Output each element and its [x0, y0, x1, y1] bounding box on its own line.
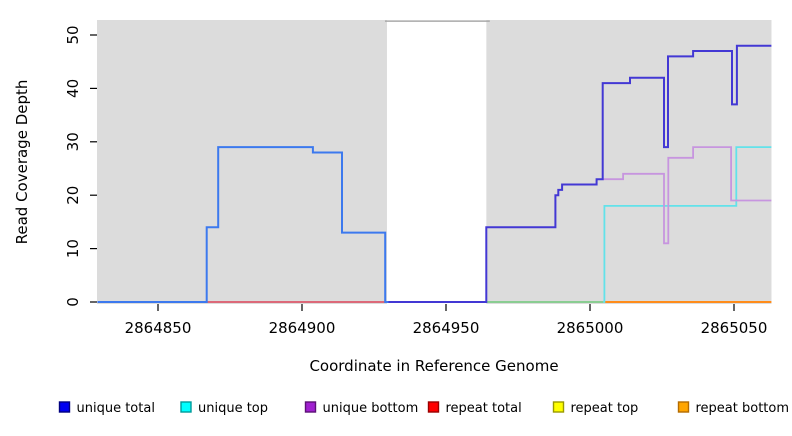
legend-label: unique top — [198, 401, 268, 416]
legend-label: repeat top — [571, 401, 639, 416]
x-tick-label: 2865000 — [557, 319, 624, 337]
legend-swatch-repeat-total — [427, 401, 440, 413]
series-unique-bottom-line — [603, 146, 772, 245]
legend-swatch-unique-bottom — [304, 401, 317, 413]
y-tick-label: 0 — [64, 297, 82, 307]
y-axis-title: Read Coverage Depth — [13, 80, 31, 245]
y-tick-label: 20 — [64, 186, 82, 205]
legend-label: repeat bottom — [696, 401, 790, 416]
legend: unique total unique top unique bottom repea… — [58, 401, 790, 416]
y-tick-label: 40 — [64, 79, 82, 98]
legend-swatch-repeat-bottom — [677, 401, 690, 413]
legend-item-unique-total: unique total — [58, 401, 155, 416]
x-tick-label: 2864950 — [413, 319, 480, 337]
series-unique-top-line — [603, 146, 772, 303]
legend-swatch-repeat-top — [552, 401, 565, 413]
x-tick-label: 2865050 — [701, 319, 768, 337]
y-tick-label: 50 — [64, 25, 82, 44]
x-axis-title: Coordinate in Reference Genome — [309, 357, 558, 375]
gap-band — [386, 20, 487, 304]
series-unique-total-right-line — [387, 44, 772, 303]
legend-label: unique total — [77, 401, 155, 416]
legend-item-unique-top: unique top — [180, 401, 268, 416]
series-layer — [97, 44, 772, 303]
y-tick-label: 10 — [64, 239, 82, 258]
x-tick-label: 2864900 — [269, 319, 336, 337]
x-tick-label: 2864850 — [125, 319, 192, 337]
legend-item-unique-bottom: unique bottom — [304, 401, 419, 416]
legend-item-repeat-top: repeat top — [552, 401, 639, 416]
axes-layer: 2864850 2864900 2864950 2865000 2865050 0 10 20… — [64, 25, 767, 337]
legend-swatch-unique-total — [58, 401, 71, 413]
y-tick-label: 30 — [64, 132, 82, 151]
legend-label: repeat total — [446, 401, 522, 416]
legend-item-repeat-total: repeat total — [427, 401, 522, 416]
legend-swatch-unique-top — [180, 401, 192, 413]
legend-item-repeat-bottom: repeat bottom — [677, 401, 790, 416]
series-unique-total-left-line — [97, 146, 389, 303]
legend-label: unique bottom — [323, 401, 419, 416]
plot-background-layer — [97, 20, 772, 304]
